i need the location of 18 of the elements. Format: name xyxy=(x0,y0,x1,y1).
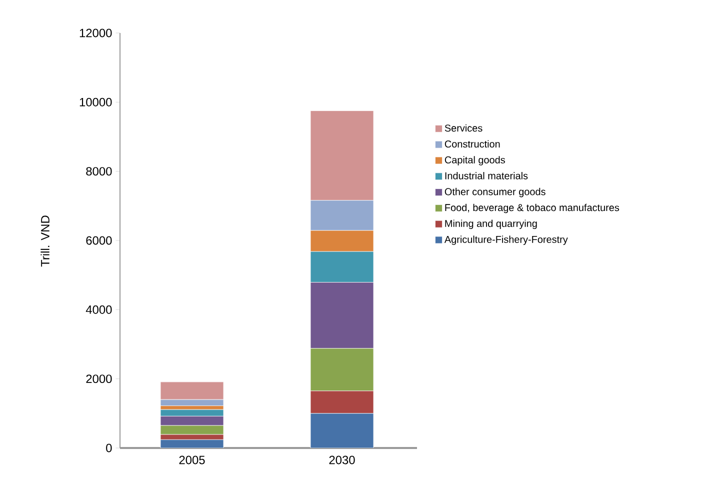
legend-label: Capital goods xyxy=(444,156,505,166)
legend-label: Mining and quarrying xyxy=(445,220,537,229)
y-tick-label: 8000 xyxy=(86,167,112,176)
legend-label: Services xyxy=(444,124,482,132)
y-tick-label: 6000 xyxy=(86,236,112,245)
y-tick-label: 4000 xyxy=(86,305,112,314)
x-tick-label: 2030 xyxy=(329,456,355,464)
y-tick-label: 12000 xyxy=(80,28,112,38)
legend-label: Food, beverage & tobaco manufactures xyxy=(445,204,620,214)
y-tick-label: 2000 xyxy=(86,374,112,384)
legend-label: Construction xyxy=(444,140,500,148)
y-axis-title: Trill. VND xyxy=(40,216,50,267)
y-tick-label: 10000 xyxy=(80,98,112,106)
x-tick-label: 2005 xyxy=(179,456,205,464)
y-tick-label: 0 xyxy=(106,444,112,452)
legend-label: Agriculture-Fishery-Forestry xyxy=(444,236,568,245)
legend-label: Other consumer goods xyxy=(444,188,546,198)
legend-label: Industrial materials xyxy=(445,172,528,180)
